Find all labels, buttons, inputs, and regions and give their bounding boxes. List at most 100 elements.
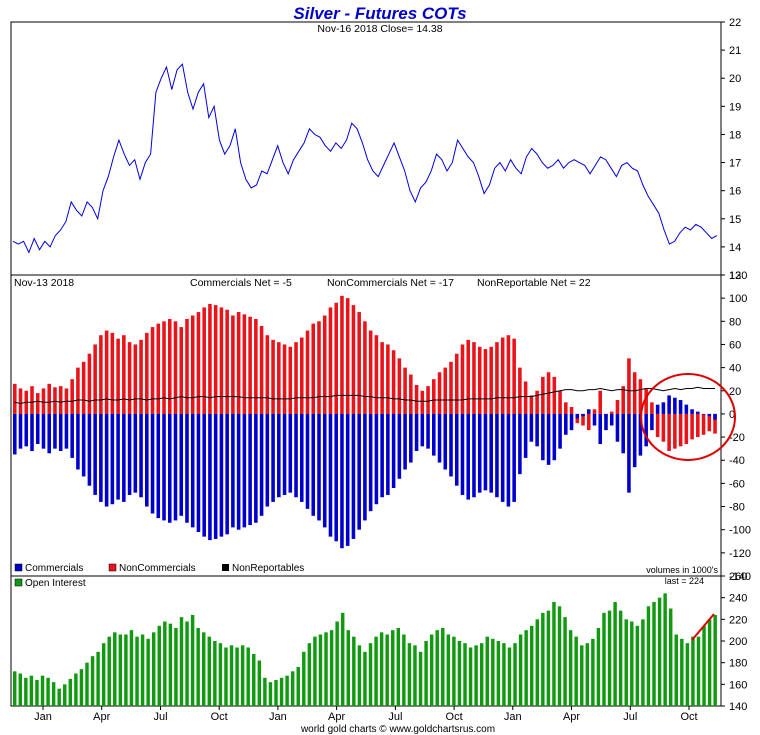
cot-y-tick-label: 120 — [729, 270, 747, 282]
noncommercials-bar — [345, 298, 350, 414]
nonreportable-net-label: NonReportable Net = 22 — [477, 277, 591, 289]
commercials-bar — [236, 413, 241, 530]
noncommercials-bar — [271, 339, 275, 414]
commercials-bar — [592, 413, 597, 426]
open-interest-bar — [290, 671, 295, 706]
noncommercials-bar — [47, 383, 51, 414]
open-interest-bar — [474, 645, 478, 706]
open-interest-bar — [113, 632, 117, 706]
noncommercials-bar — [386, 344, 390, 414]
open-interest-bar — [229, 645, 234, 706]
noncommercials-bar — [231, 315, 235, 414]
x-tick-label: Apr — [93, 711, 110, 723]
footer-credit: world gold charts © www.goldchartsrus.co… — [300, 724, 495, 735]
open-interest-bar — [696, 636, 701, 706]
commercials-bar — [340, 413, 344, 549]
open-interest-bar — [385, 634, 389, 706]
commercials-bar — [179, 413, 184, 516]
open-interest-bar — [435, 630, 439, 706]
noncommercials-bar — [311, 323, 316, 414]
price-y-tick-label: 17 — [729, 158, 741, 170]
open-interest-bar — [40, 675, 45, 706]
commercials-bar — [615, 413, 620, 442]
commercials-bar — [259, 413, 264, 516]
open-interest-bar — [368, 643, 373, 706]
noncommercials-bar — [305, 330, 310, 414]
open-interest-bar — [190, 615, 195, 706]
noncommercials-bar — [202, 307, 206, 414]
open-interest-bar — [524, 630, 528, 706]
open-interest-bar — [335, 621, 339, 706]
noncommercials-bar — [569, 406, 574, 414]
noncommercials-bar — [655, 413, 660, 438]
open-interest-bar — [224, 647, 228, 706]
noncommercials-bar — [70, 379, 74, 414]
open-interest-bar — [174, 628, 178, 706]
commercials-bar — [219, 413, 224, 537]
noncommercials-bar — [432, 379, 436, 414]
open-interest-bar — [407, 643, 412, 706]
noncommercials-bar — [380, 342, 384, 414]
open-interest-bar — [402, 634, 406, 706]
noncommercials-bar — [288, 346, 293, 414]
open-interest-bar — [213, 641, 217, 706]
x-tick-label: Jul — [153, 711, 167, 723]
noncommercials-bar — [426, 386, 430, 414]
noncommercials-bar — [466, 339, 471, 414]
open-interest-bar — [413, 645, 417, 706]
open-interest-bar — [90, 656, 95, 706]
open-interest-bar — [146, 638, 150, 706]
commercials-bar — [707, 413, 712, 417]
open-interest-bar — [363, 651, 367, 706]
noncommercials-bar — [93, 344, 97, 414]
cot-y-tick-label: -100 — [729, 525, 751, 537]
commercials-bar — [99, 413, 103, 502]
commercials-bar — [696, 411, 700, 414]
commercials-bar — [265, 413, 270, 507]
noncommercials-bar — [225, 309, 229, 414]
commercials-bar — [541, 413, 545, 461]
commercials-bar — [213, 413, 218, 539]
noncommercials-bar — [690, 413, 694, 440]
noncommercials-bar — [322, 315, 327, 414]
x-tick-label: Jan — [269, 711, 287, 723]
commercials-bar — [466, 413, 471, 500]
commercials-bar — [299, 413, 304, 502]
open-interest-bar — [552, 602, 556, 706]
commercials-bar — [322, 413, 327, 528]
commercials-bar — [30, 413, 34, 451]
commercials-bar — [644, 413, 648, 447]
noncommercials-bar — [299, 337, 304, 414]
noncommercials-bar — [586, 413, 591, 431]
noncommercials-bar — [713, 413, 717, 434]
x-tick-label: Jan — [504, 711, 522, 723]
open-interest-bar — [274, 680, 278, 706]
noncommercials-bar — [541, 376, 545, 414]
open-interest-bar — [446, 634, 451, 706]
open-interest-bar — [196, 628, 200, 706]
price-y-tick-label: 13 — [729, 270, 741, 282]
commercials-bar — [454, 413, 459, 486]
noncommercials-bar — [208, 303, 212, 414]
noncommercials-bar — [650, 402, 654, 414]
open-interest-bar — [279, 677, 284, 706]
commercials-bar — [133, 413, 138, 493]
noncommercials-bar — [185, 318, 189, 414]
noncommercials-bar — [340, 295, 344, 414]
commercials-bar — [248, 413, 252, 526]
noncommercials-bar — [363, 321, 367, 414]
commercials-bar — [305, 413, 310, 509]
open-interest-bar — [529, 625, 534, 706]
noncommercials-bar — [317, 321, 321, 414]
commercials-bar — [58, 413, 63, 451]
noncommercials-bar — [420, 390, 425, 414]
open-interest-bar — [713, 615, 717, 706]
noncommercials-bar — [76, 367, 80, 414]
commercials-bar — [294, 413, 298, 498]
noncommercials-bar — [609, 411, 614, 414]
commercials-bar — [70, 413, 74, 458]
commercials-bar — [403, 413, 407, 470]
cot-y-tick-label: -40 — [729, 455, 745, 467]
chart-title: Silver - Futures COTs — [293, 4, 466, 23]
